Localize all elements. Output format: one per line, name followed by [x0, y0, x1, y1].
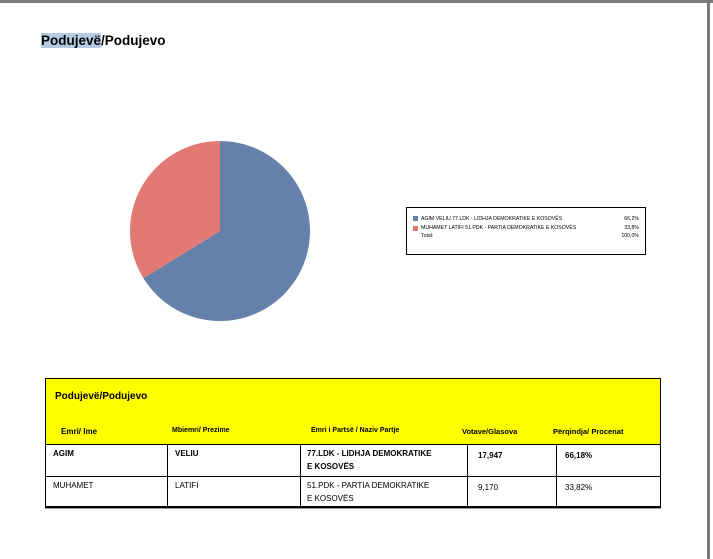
column-divider: [467, 477, 468, 506]
legend-swatch-veliu: [413, 216, 418, 222]
column-divider: [467, 445, 468, 476]
page-title: Podujevë/Podujevo: [41, 33, 166, 48]
cell-percent: 66,18%: [565, 451, 593, 460]
table-row: AGIM VELIU 77.LDK - LIDHJA DEMOKRATIKE E…: [45, 445, 661, 477]
table-bottom-rule: [45, 508, 661, 509]
page-title-rest: /Podujevo: [101, 33, 166, 48]
cell-first-name: AGIM: [53, 449, 74, 458]
legend-swatch-latifi: [413, 225, 418, 231]
table-row: MUHAMET LATIFI 51.PDK - PARTIA DEMOKRATI…: [45, 477, 661, 508]
pie-chart: [130, 141, 310, 321]
legend-label-veliu: AGIM VELIU 77.LDK - LIDHJA DEMOKRATIKE E…: [421, 215, 563, 222]
cell-percent: 33,82%: [565, 483, 593, 492]
column-divider: [167, 445, 168, 476]
cell-first-name: MUHAMET: [53, 481, 94, 490]
page-title-highlight: Podujevë: [41, 33, 102, 48]
top-border: [0, 0, 713, 3]
cell-party-line1: 77.LDK - LIDHJA DEMOKRATIKE: [307, 449, 432, 458]
column-divider: [167, 477, 168, 506]
header-party: Emri i Partsë / Naziv Partje: [311, 427, 400, 434]
cell-last-name: VELIU: [175, 449, 199, 458]
cell-last-name: LATIFI: [175, 481, 199, 490]
column-divider: [556, 445, 557, 476]
results-header-block: Podujevë/Podujevo Emri/ Ime Mbiemri/ Pre…: [45, 378, 661, 445]
legend-value-latifi: 33,8%: [624, 225, 639, 232]
cell-votes: 9,170: [478, 483, 499, 492]
results-title: Podujevë/Podujevo: [55, 391, 148, 402]
legend-total-value: 100,0%: [621, 233, 639, 239]
header-votes: Votave/Glasova: [462, 427, 518, 436]
legend-value-veliu: 66,2%: [624, 215, 639, 222]
chart-legend: AGIM VELIU 77.LDK - LIDHJA DEMOKRATIKE E…: [406, 207, 646, 255]
cell-party-line2: E KOSOVËS: [307, 462, 355, 471]
header-last-name: Mbiemri/ Prezime: [172, 427, 230, 434]
cell-votes: 17,947: [478, 451, 503, 460]
column-divider: [300, 477, 301, 506]
legend-item-veliu: AGIM VELIU 77.LDK - LIDHJA DEMOKRATIKE E…: [413, 214, 639, 224]
legend-total: Total: 100,0%: [413, 233, 639, 239]
cell-party-line2: E KOSOVËS: [307, 494, 354, 503]
pie-slice-latifi: [130, 141, 220, 279]
legend-item-latifi: MUHAMET LATIFI 51.PDK - PARTIA DEMOKRATI…: [413, 224, 639, 234]
legend-total-label: Total:: [421, 233, 434, 239]
header-first-name: Emri/ Ime: [61, 427, 98, 436]
column-divider: [556, 477, 557, 506]
header-percent: Përqindja/ Procenat: [553, 427, 624, 436]
cell-party-line1: 51.PDK - PARTIA DEMOKRATIKE: [307, 481, 430, 490]
pie-slice-veliu: [143, 141, 310, 321]
right-border: [707, 0, 710, 559]
column-divider: [300, 445, 301, 476]
legend-label-latifi: MUHAMET LATIFI 51.PDK - PARTIA DEMOKRATI…: [421, 225, 577, 232]
